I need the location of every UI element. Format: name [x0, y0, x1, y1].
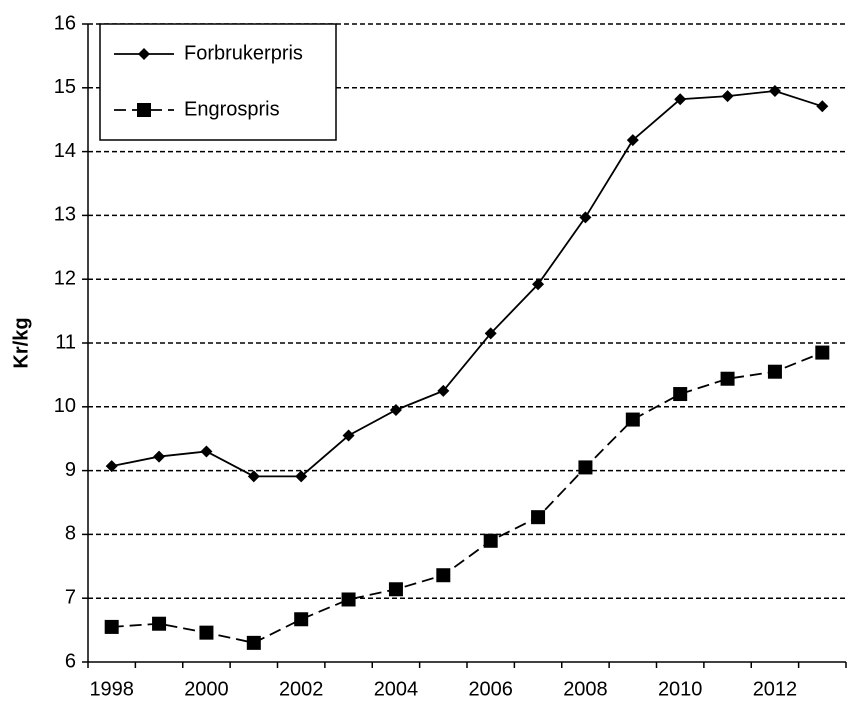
marker: [625, 412, 640, 427]
marker: [437, 384, 450, 397]
marker: [246, 635, 261, 650]
y-tick-label: 16: [54, 12, 76, 34]
x-tick-label: 1998: [89, 678, 134, 700]
marker: [137, 103, 151, 117]
marker: [105, 460, 118, 473]
marker: [815, 345, 830, 360]
marker: [767, 364, 782, 379]
marker: [721, 90, 734, 103]
y-tick-label: 11: [55, 331, 76, 353]
marker: [342, 429, 355, 442]
marker: [768, 84, 781, 97]
marker: [532, 278, 545, 291]
marker: [295, 470, 308, 483]
y-axis-label: Kr/kg: [10, 317, 32, 368]
marker: [720, 371, 735, 386]
marker: [247, 470, 260, 483]
marker: [578, 460, 593, 475]
x-tick-label: 2000: [184, 678, 229, 700]
marker: [389, 403, 402, 416]
marker: [104, 619, 119, 634]
marker: [200, 445, 213, 458]
series-line: [111, 351, 823, 644]
legend-box: [99, 23, 337, 141]
y-tick-label: 15: [54, 76, 76, 98]
marker: [199, 625, 214, 640]
marker: [484, 327, 497, 340]
y-tick-label: 7: [65, 586, 76, 608]
y-tick-label: 6: [65, 650, 76, 672]
y-tick-label: 10: [54, 395, 76, 417]
series-line: [111, 90, 823, 478]
y-tick-label: 13: [54, 204, 76, 226]
marker: [388, 582, 403, 597]
marker: [294, 612, 309, 627]
marker: [626, 134, 639, 147]
marker: [152, 616, 167, 631]
x-tick-label: 2008: [563, 678, 608, 700]
marker: [483, 533, 498, 548]
x-tick-label: 2004: [374, 678, 419, 700]
x-tick-label: 2010: [658, 678, 703, 700]
marker: [341, 592, 356, 607]
marker: [816, 100, 829, 113]
marker: [153, 450, 166, 463]
x-tick-label: 2012: [753, 678, 798, 700]
marker: [673, 387, 688, 402]
y-tick-label: 14: [54, 140, 76, 162]
marker: [138, 48, 150, 60]
x-tick-label: 2006: [468, 678, 513, 700]
legend-label: Forbrukerpris: [184, 42, 303, 64]
y-tick-label: 9: [65, 459, 76, 481]
marker: [674, 93, 687, 106]
x-tick-label: 2002: [279, 678, 324, 700]
marker: [579, 211, 592, 224]
y-tick-label: 12: [54, 267, 76, 289]
marker: [531, 510, 546, 525]
marker: [436, 568, 451, 583]
legend-label: Engrospris: [184, 98, 280, 120]
y-tick-label: 8: [65, 523, 76, 545]
